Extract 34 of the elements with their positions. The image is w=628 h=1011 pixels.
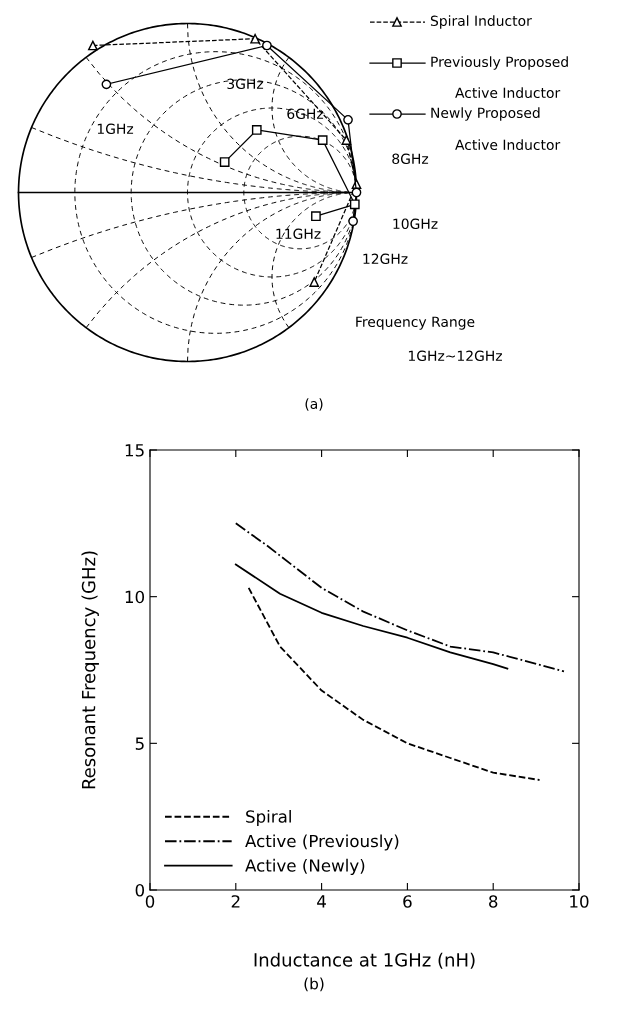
text: 3GHz	[227, 78, 264, 90]
text: Active Inductor	[455, 87, 561, 99]
x-axis-title: Inductance at 1GHz (nH)	[254, 952, 475, 969]
line-series	[247, 586, 541, 781]
text: (b)	[304, 977, 324, 992]
x-tick-label: 10	[570, 895, 589, 908]
y-tick-label: 0	[135, 883, 145, 897]
text: Active Inductor	[455, 139, 561, 151]
x-tick-label: 4	[317, 895, 326, 908]
x-tick-label: 0	[145, 895, 155, 908]
x-tick-label: 2	[231, 895, 240, 908]
y-tick-label: 15	[125, 444, 144, 457]
y-tick-label: 5	[135, 737, 144, 750]
text: Previously Proposed	[431, 56, 568, 70]
text: 12GHz	[363, 253, 408, 265]
x-tick-label: 8	[489, 895, 498, 908]
text: (a)	[305, 398, 323, 411]
text: Frequency Range	[356, 316, 475, 330]
legend-label: Active (Previously)	[245, 834, 399, 851]
text: 1GHz~12GHz	[408, 350, 502, 362]
text: 11GHz	[276, 228, 321, 240]
legend-label: Active (Newly)	[245, 858, 365, 875]
legend-label: Spiral	[246, 809, 291, 827]
y-tick-label: 10	[125, 590, 145, 604]
line-series	[234, 522, 565, 673]
y-axis-title: Resonant Frequency (GHz)	[81, 551, 99, 789]
text: 10GHz	[393, 218, 438, 230]
text: 8GHz	[392, 153, 429, 165]
line-series	[234, 563, 509, 670]
text: Newly Proposed	[431, 107, 540, 121]
text: Spiral Inductor	[430, 15, 532, 29]
text: 6GHz	[287, 108, 324, 120]
text: 1GHz	[97, 123, 134, 135]
x-tick-label: 6	[403, 895, 412, 908]
